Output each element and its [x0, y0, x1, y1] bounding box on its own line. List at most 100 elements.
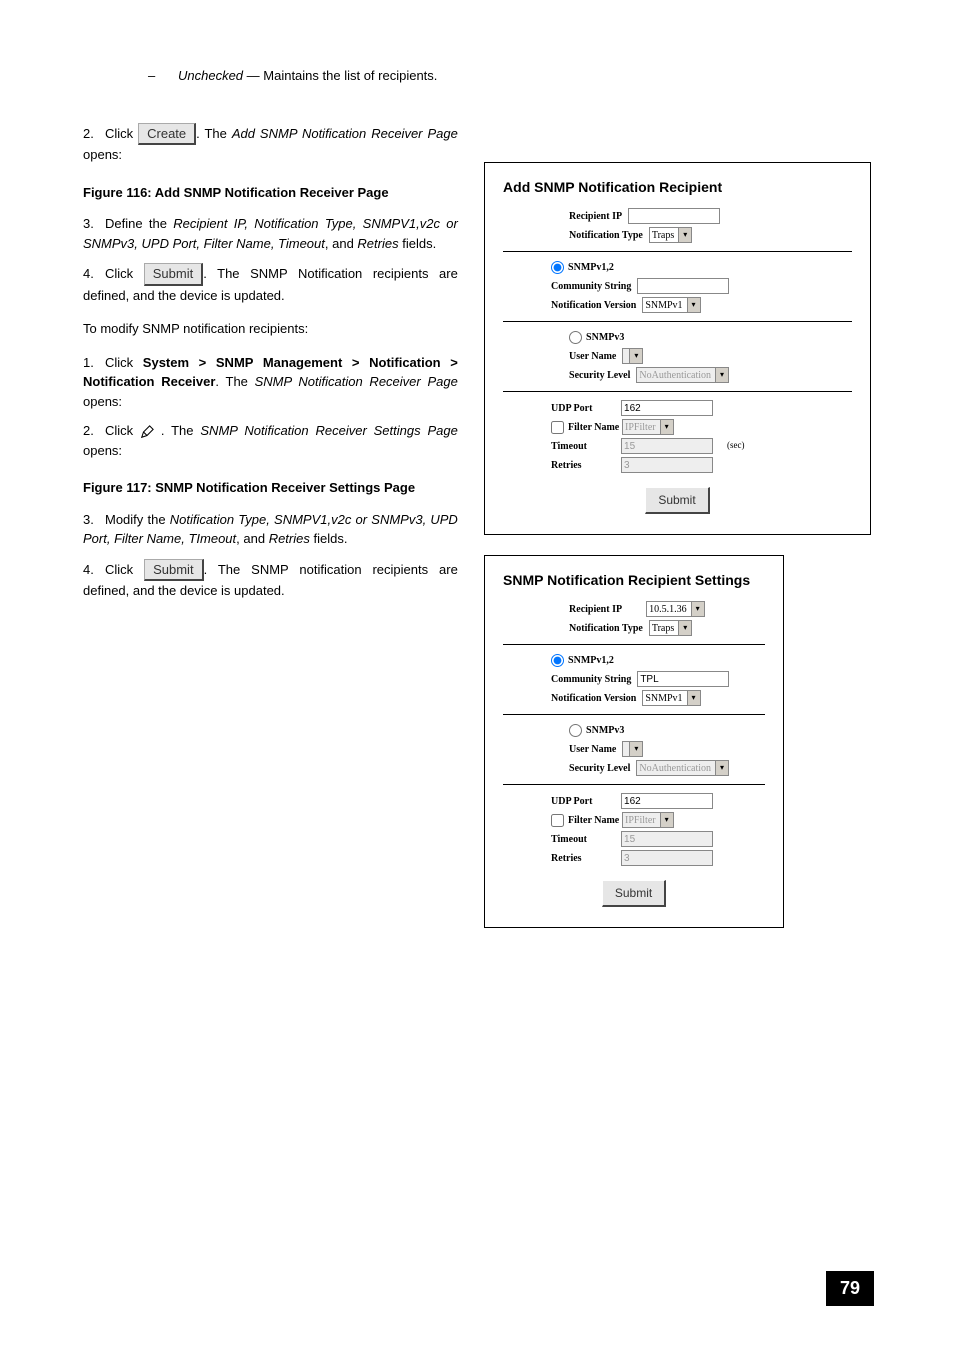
notification-type-label: Notification Type — [569, 621, 643, 636]
text-column: – Unchecked — Maintains the list of reci… — [82, 62, 459, 949]
chevron-down-icon: ▾ — [715, 761, 728, 775]
bullet-suffix: — Maintains the list of recipients. — [243, 68, 437, 83]
modify-paragraph: To modify SNMP notification recipients: — [83, 319, 458, 339]
bullet-italic: Unchecked — [178, 68, 243, 83]
udp-port-input[interactable] — [621, 793, 713, 809]
security-level-label: Security Level — [569, 761, 630, 776]
step-num: 1. — [83, 353, 105, 373]
sel-text: Traps — [652, 228, 674, 243]
chevron-down-icon: ▾ — [660, 420, 673, 434]
step-4a: 4.Click Submit. The SNMP Notification re… — [83, 263, 458, 305]
bullet-dash: – — [148, 68, 155, 83]
sel-text: Traps — [652, 621, 674, 636]
figure-column: Add SNMP Notification Recipient Recipien… — [483, 62, 872, 949]
t: . The — [196, 126, 232, 141]
t-i: SNMP Notification Receiver Page — [255, 374, 458, 389]
step-2b: 2.Click . The SNMP Notification Receiver… — [83, 421, 458, 460]
t: opens: — [83, 394, 122, 409]
chevron-down-icon: ▾ — [687, 298, 700, 312]
t: , and — [325, 236, 358, 251]
recipient-ip-select[interactable]: 10.5.1.36 ▾ — [646, 601, 705, 617]
notification-version-select[interactable]: SNMPv1▾ — [642, 297, 700, 313]
t: opens: — [83, 443, 122, 458]
snmpv3-label: SNMPv3 — [586, 330, 624, 345]
panel2-submit-button[interactable]: Submit — [602, 880, 666, 907]
sel-text: IPFilter — [625, 420, 656, 435]
chevron-down-icon: ▾ — [629, 742, 642, 756]
t: Click — [105, 266, 144, 281]
community-string-label: Community String — [551, 279, 631, 294]
notification-type-select[interactable]: Traps ▾ — [649, 620, 692, 636]
snmpv3-radio[interactable] — [569, 331, 582, 344]
filter-name-label: Filter Name — [568, 813, 616, 828]
edit-icon — [140, 425, 154, 439]
recipient-ip-label: Recipient IP — [569, 602, 622, 617]
security-level-select: NoAuthentication ▾ — [636, 367, 729, 383]
snmp-settings-panel: SNMP Notification Recipient Settings Rec… — [484, 555, 784, 928]
figure-116-title: Figure 116: Add SNMP Notification Receiv… — [83, 183, 458, 203]
notification-version-label: Notification Version — [551, 691, 636, 706]
user-name-select: ▾ — [622, 741, 643, 757]
chevron-down-icon: ▾ — [660, 813, 673, 827]
page-layout: – Unchecked — Maintains the list of reci… — [80, 60, 874, 951]
t: , and — [236, 531, 269, 546]
filter-name-checkbox[interactable] — [551, 814, 564, 827]
security-level-select: NoAuthentication ▾ — [636, 760, 729, 776]
recipient-ip-input[interactable] — [628, 208, 720, 224]
user-name-label: User Name — [569, 742, 616, 757]
filter-name-checkbox[interactable] — [551, 421, 564, 434]
t: fields. — [399, 236, 437, 251]
step-2a: 2.Click Create. The Add SNMP Notificatio… — [83, 123, 458, 165]
snmpv3-label: SNMPv3 — [586, 723, 624, 738]
retries-input — [621, 457, 713, 473]
retries-input — [621, 850, 713, 866]
recipient-ip-label: Recipient IP — [569, 209, 622, 224]
user-name-select: ▾ — [622, 348, 643, 364]
page-footer: 79 — [80, 1271, 874, 1301]
retries-label: Retries — [551, 851, 615, 866]
udp-port-input[interactable] — [621, 400, 713, 416]
snmpv12-label: SNMPv1,2 — [568, 260, 614, 275]
submit-button[interactable]: Submit — [144, 559, 203, 582]
filter-name-select: IPFilter▾ — [622, 812, 674, 828]
panel1-submit-button[interactable]: Submit — [645, 487, 709, 514]
t: Modify the — [105, 512, 170, 527]
bullet-unchecked: – Unchecked — Maintains the list of reci… — [145, 63, 440, 89]
community-string-input[interactable] — [637, 671, 729, 687]
t: Click — [105, 423, 140, 438]
t-i: SNMP Notification Receiver Settings Page — [200, 423, 457, 438]
t: Click — [105, 355, 143, 370]
t: Click — [105, 562, 144, 577]
submit-button[interactable]: Submit — [144, 263, 203, 286]
t: Define the — [105, 216, 173, 231]
community-string-input[interactable] — [637, 278, 729, 294]
create-button[interactable]: Create — [138, 123, 196, 146]
user-name-label: User Name — [569, 349, 616, 364]
chevron-down-icon: ▾ — [678, 228, 691, 242]
snmpv12-radio[interactable] — [551, 654, 564, 667]
t: Click — [105, 126, 138, 141]
step-4b: 4.Click Submit. The SNMP notification re… — [83, 559, 458, 601]
chevron-down-icon: ▾ — [715, 368, 728, 382]
notification-type-label: Notification Type — [569, 228, 643, 243]
snmpv12-radio[interactable] — [551, 261, 564, 274]
chevron-down-icon: ▾ — [678, 621, 691, 635]
t-i: Retries — [269, 531, 310, 546]
snmpv3-radio[interactable] — [569, 724, 582, 737]
t: . The — [154, 423, 200, 438]
timeout-label: Timeout — [551, 439, 615, 454]
step-1b: 1.Click System > SNMP Management > Notif… — [83, 353, 458, 412]
timeout-input — [621, 831, 713, 847]
sel-text: NoAuthentication — [639, 761, 711, 776]
notification-version-label: Notification Version — [551, 298, 636, 313]
figure-117-title: Figure 117: SNMP Notification Receiver S… — [83, 478, 458, 498]
notification-type-select[interactable]: Traps ▾ — [649, 227, 692, 243]
notification-version-select[interactable]: SNMPv1▾ — [642, 690, 700, 706]
add-snmp-panel: Add SNMP Notification Recipient Recipien… — [484, 162, 871, 535]
udp-port-label: UDP Port — [551, 401, 615, 416]
sel-text: 10.5.1.36 — [649, 602, 687, 617]
step-num: 3. — [83, 214, 105, 234]
panel1-title: Add SNMP Notification Recipient — [503, 177, 852, 198]
sel-text: NoAuthentication — [639, 368, 711, 383]
chevron-down-icon: ▾ — [691, 602, 704, 616]
